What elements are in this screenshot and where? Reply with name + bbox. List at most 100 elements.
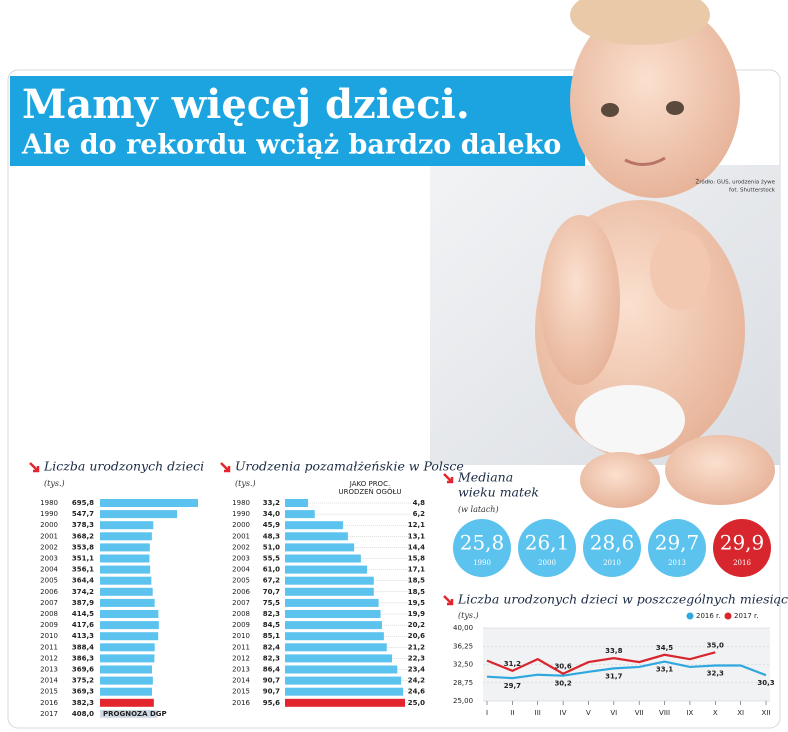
value-label: 351,1: [72, 555, 94, 563]
share-label: 12,1: [408, 521, 425, 529]
forecast-note: PROGNOZA DGP: [103, 710, 167, 718]
bar: [100, 632, 159, 641]
year-label: 2000: [232, 521, 250, 529]
value-label: 51,0: [263, 543, 280, 551]
value-label: 369,3: [72, 688, 94, 696]
chart-title: wieku matek: [458, 485, 539, 500]
bar: [285, 532, 348, 541]
column-label: JAKO PROC.: [349, 480, 390, 488]
share-label: 13,1: [408, 532, 425, 540]
bar: [285, 576, 374, 585]
bar: [100, 576, 152, 585]
share-label: 17,1: [408, 566, 425, 574]
year-label: 2001: [40, 532, 58, 540]
bar: [100, 499, 198, 507]
source: Źródło: GUS, urodzenia żywe: [696, 178, 776, 186]
bar: [285, 698, 405, 707]
year-label: 2002: [232, 543, 250, 551]
bubble: [648, 519, 706, 577]
x-tick-label: X: [713, 709, 718, 717]
x-tick-label: I: [486, 709, 488, 717]
year-label: 2009: [40, 621, 58, 629]
arrow-icon: [443, 595, 454, 606]
year-label: 2006: [232, 588, 250, 596]
subtitle: Ale do rekordu wciąż bardzo daleko: [21, 130, 561, 161]
year-label: 1990: [232, 510, 250, 518]
value-label: 369,6: [72, 666, 94, 674]
year-label: 2011: [232, 643, 250, 651]
baby-photo: [535, 0, 775, 508]
share-label: 18,5: [408, 577, 425, 585]
year-label: 2002: [40, 543, 58, 551]
x-tick-label: VIII: [659, 709, 670, 717]
share-label: 20,6: [408, 632, 425, 640]
share-label: 14,4: [408, 543, 425, 551]
value-label: 413,3: [72, 632, 94, 640]
y-tick-label: 32,50: [453, 661, 473, 669]
bar: [285, 621, 382, 630]
value-label: 382,3: [72, 699, 94, 707]
share-label: 23,4: [408, 666, 425, 674]
chart-title: Liczba urodzonych dzieci w poszczególnyc…: [457, 592, 788, 607]
bar: [285, 598, 379, 607]
value-label: 35,0: [707, 641, 724, 649]
bar: [100, 598, 155, 607]
x-tick-label: IV: [560, 709, 567, 717]
arrow-icon: [443, 473, 454, 484]
bar: [100, 687, 153, 696]
x-tick-label: VII: [635, 709, 644, 717]
value-label: 375,2: [72, 677, 94, 685]
value-label: 30,3: [757, 679, 774, 687]
series-line: [486, 660, 767, 680]
year-label: 2012: [40, 654, 58, 662]
bar: [285, 554, 361, 563]
value-label: 33,2: [263, 499, 280, 507]
x-tick-label: II: [510, 709, 514, 717]
share-label: 18,5: [408, 588, 425, 596]
year-label: 2004: [232, 566, 250, 574]
legend-label: 2017 r.: [734, 612, 759, 620]
bar: [100, 554, 150, 563]
year-label: 1980: [40, 499, 58, 507]
bar: [100, 698, 154, 707]
bar: [100, 587, 153, 596]
year-label: 2008: [40, 610, 58, 618]
value-label: 85,1: [263, 632, 280, 640]
value-label: 378,3: [72, 521, 94, 529]
unit: (tys.): [44, 479, 65, 488]
value-label: 695,8: [72, 499, 94, 507]
bar: [285, 610, 381, 618]
year-label: 2010: [232, 632, 250, 640]
bar: [285, 665, 398, 674]
legend-label: 2016 r.: [696, 612, 721, 620]
value-label: 82,3: [263, 654, 280, 662]
header-band: [10, 76, 585, 166]
value-label: 26,1: [525, 531, 570, 555]
y-tick-label: 25,00: [453, 697, 473, 705]
bubble: [518, 519, 576, 577]
column-label: URODZEŃ OGÓŁU: [338, 487, 401, 496]
value-label: 414,5: [72, 610, 94, 618]
value-label: 387,9: [72, 599, 94, 607]
value-label: 90,7: [263, 677, 280, 685]
series-line: [486, 651, 716, 675]
value-label: 86,4: [263, 666, 280, 674]
bubble: [453, 519, 511, 577]
bar: [285, 543, 355, 552]
value-label: 28,6: [590, 531, 635, 555]
value-label: 82,3: [263, 610, 280, 618]
bar: [100, 543, 150, 552]
value-label: 48,3: [263, 532, 280, 540]
share-label: 4,8: [413, 499, 426, 507]
value-label: 34,0: [263, 510, 280, 518]
value-label: 45,9: [263, 521, 280, 529]
bar: [100, 654, 155, 663]
value-label: 29,7: [655, 531, 700, 555]
bar: [285, 587, 374, 596]
legend-swatch: [724, 612, 732, 620]
value-label: 417,6: [72, 621, 94, 629]
value-label: 374,2: [72, 588, 94, 596]
value-label: 547,7: [72, 510, 94, 518]
value-label: 408,0: [72, 710, 94, 718]
year-label: 2016: [40, 699, 58, 707]
